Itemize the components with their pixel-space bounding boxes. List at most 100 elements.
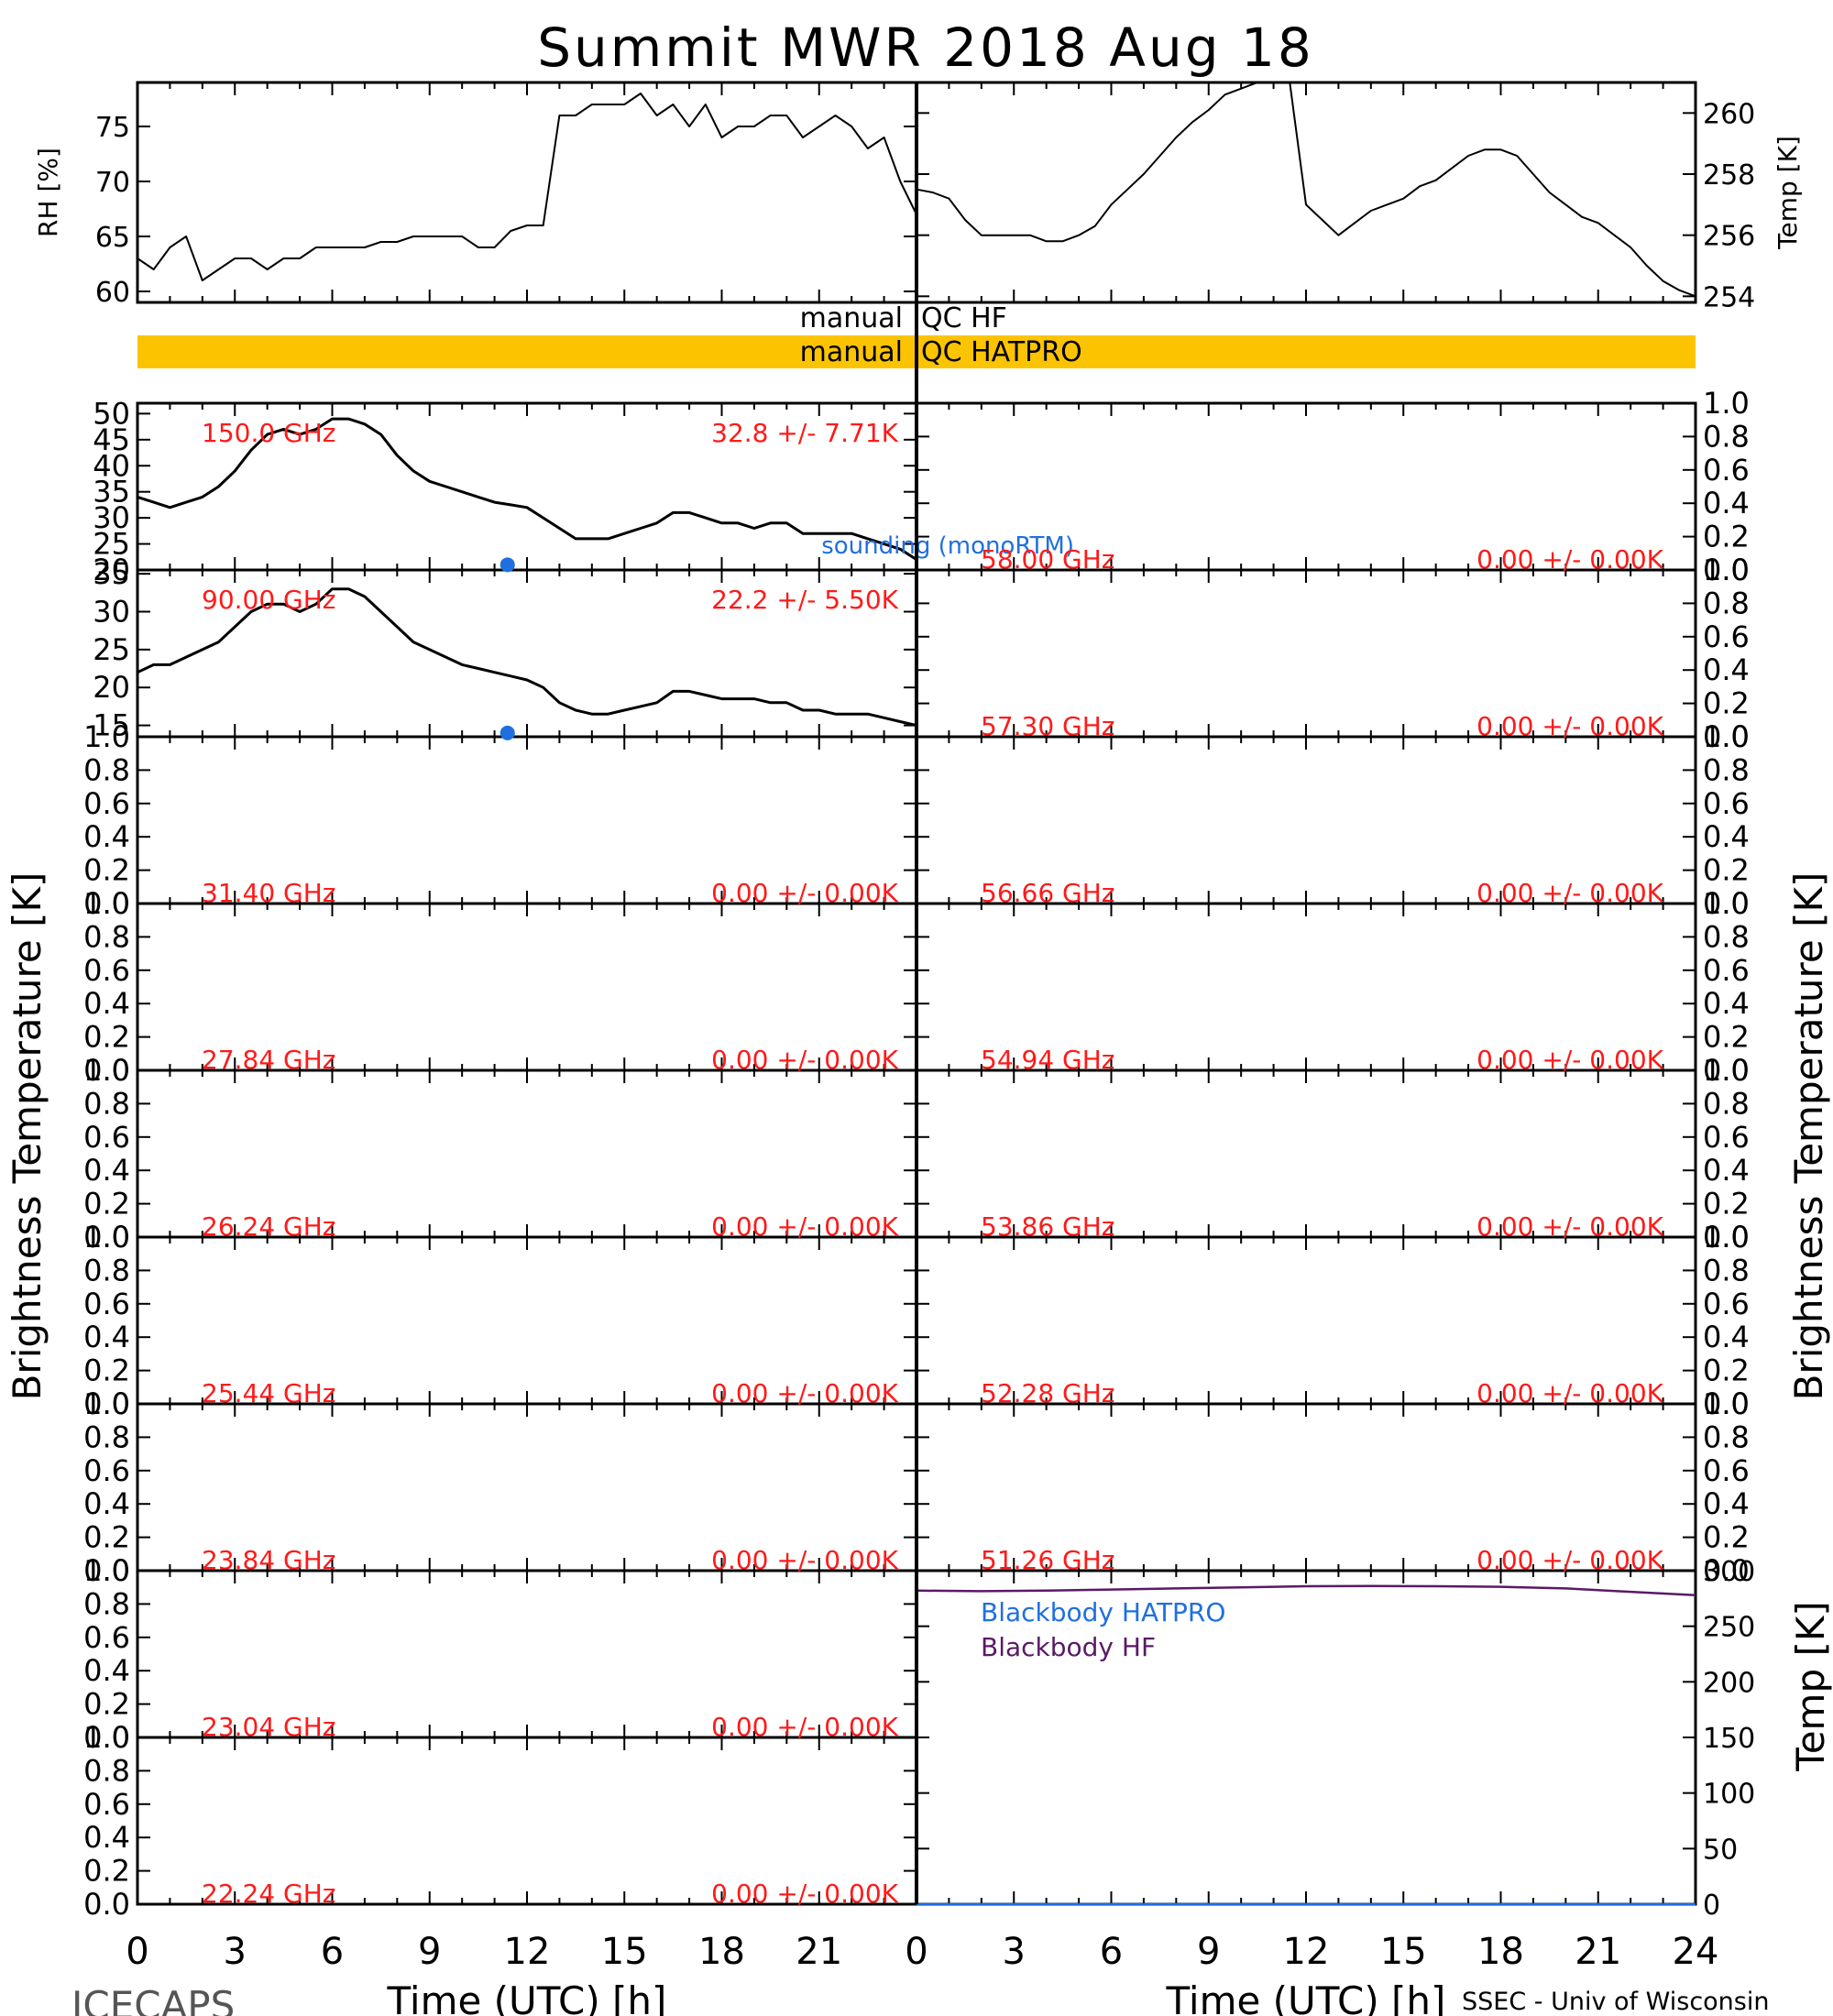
tb-23-84-ytick-label: 0.6: [83, 1453, 130, 1488]
tb-58-00-ytick-label: 0.6: [1703, 453, 1750, 488]
tb-58-00-stat-label: 0.00 +/- 0.00K: [1476, 544, 1663, 575]
tb-22-ytick-label: 1.0: [83, 1720, 130, 1755]
rh-frame: [136, 81, 918, 304]
tb-27-stat-label: 0.00 +/- 0.00K: [711, 1045, 898, 1075]
tb-23-84-ytick-label: 0.0: [83, 1553, 130, 1588]
tb-52-28-ytick-label: 1.0: [1703, 1220, 1750, 1255]
tb-51-26-ytick-label: 0.2: [1703, 1520, 1750, 1555]
tb-26-ytick-label: 0.8: [83, 1086, 130, 1121]
temp-ytick-label: 260: [1703, 98, 1755, 130]
tb-58-00-channel-label: 58.00 GHz: [981, 544, 1115, 575]
tb-57-30-channel-label: 57.30 GHz: [981, 711, 1115, 741]
blackbody-ytick-label: 200: [1703, 1667, 1755, 1699]
tb-31-ytick-label: 1.0: [83, 719, 130, 754]
temp-ytick-label: 258: [1703, 159, 1755, 192]
blackbody-ytick-label: 300: [1703, 1556, 1755, 1588]
tb-27-ytick-label: 0.0: [83, 1053, 130, 1088]
tb-58-00-ytick-label: 0.8: [1703, 419, 1750, 454]
temp-ylabel: Temp [K]: [1773, 136, 1803, 250]
tb-22-ytick-label: 0.2: [83, 1854, 130, 1889]
tb-23-84-ytick-label: 0.4: [83, 1486, 130, 1521]
tb-25-ytick-label: 0.2: [83, 1353, 130, 1388]
x-tick-label-right: 9: [1197, 1931, 1220, 1973]
rh-series-line: [137, 93, 917, 281]
rh-ytick-label: 60: [95, 277, 130, 309]
tb-26-ytick-label: 0.4: [83, 1153, 130, 1188]
x-axis-label-right: Time (UTC) [h]: [1166, 1978, 1446, 2016]
tb-90-ytick-label: 30: [93, 595, 130, 630]
qc-hf-manual-label: manual: [800, 302, 903, 334]
x-tick-label-left: 12: [504, 1931, 551, 1973]
tb-54-94-channel-label: 54.94 GHz: [981, 1045, 1115, 1075]
tb-25-ytick-label: 0.6: [83, 1287, 130, 1321]
x-tick-label-left: 15: [601, 1931, 648, 1973]
tb-51-26-channel-label: 51.26 GHz: [981, 1545, 1115, 1575]
sounding-label: sounding (monoRTM): [821, 532, 1074, 560]
overlay: sounding (monoRTM) 150.0 GHz 32.8 +/- 7.71…: [126, 82, 1718, 1973]
tb-53-86-ytick-label: 0.8: [1703, 1086, 1750, 1121]
tb-27-channel-label: 27.84 GHz: [202, 1045, 336, 1075]
tb-26-ytick-label: 0.2: [83, 1187, 130, 1222]
tb-53-86-ytick-label: 1.0: [1703, 1053, 1750, 1088]
tb-150-ytick-label: 30: [93, 500, 130, 535]
tb-23-04-channel-label: 23.04 GHz: [202, 1712, 336, 1742]
tb-25-ytick-label: 1.0: [83, 1220, 130, 1255]
tb-53-86-ytick-label: 0.6: [1703, 1120, 1750, 1155]
tb-58-00-ytick-label: 0.2: [1703, 520, 1750, 554]
tb-53-86-channel-label: 53.86 GHz: [981, 1211, 1115, 1242]
tb-23-04-ytick-label: 0.2: [83, 1687, 130, 1722]
legend-blackbody-hf: Blackbody HF: [981, 1632, 1156, 1662]
tb-54-94-ytick-label: 0.2: [1703, 1020, 1750, 1055]
tb-27-ytick-label: 0.4: [83, 986, 130, 1021]
tb-26-ytick-label: 0.6: [83, 1120, 130, 1155]
tb-23-04-ytick-label: 0.6: [83, 1620, 130, 1655]
tb-23-04-ytick-label: 0.4: [83, 1653, 130, 1688]
tb-150-ytick-label: 20: [93, 553, 130, 587]
tb-150-series-line: [137, 417, 917, 561]
temp-ytick-label: 256: [1703, 221, 1755, 253]
tb-26-stat-label: 0.00 +/- 0.00K: [711, 1211, 898, 1242]
tb-53-86-ytick-label: 0.2: [1703, 1187, 1750, 1222]
tb-53-86-ytick-label: 0.0: [1703, 1220, 1750, 1255]
tb-52-28-ytick-label: 0.0: [1703, 1386, 1750, 1421]
tb-52-28-channel-label: 52.28 GHz: [981, 1378, 1115, 1408]
tb-53-86-ytick-label: 0.4: [1703, 1153, 1750, 1188]
tb-51-26-stat-label: 0.00 +/- 0.00K: [1476, 1545, 1663, 1575]
tb-57-30-ytick-label: 1.0: [1703, 553, 1750, 587]
tb-23-84-ytick-label: 0.2: [83, 1520, 130, 1555]
tb-27-ytick-label: 0.2: [83, 1020, 130, 1055]
tb-54-94-ytick-label: 0.8: [1703, 919, 1750, 954]
tb-90-ytick-label: 15: [93, 708, 130, 743]
tb-90-ytick-label: 20: [93, 670, 130, 705]
rh-ytick-label: 70: [95, 167, 130, 199]
tb-57-30-ytick-label: 0.8: [1703, 586, 1750, 620]
blackbody-ytick-label: 100: [1703, 1779, 1755, 1811]
tb-56-66-ytick-label: 0.6: [1703, 786, 1750, 821]
x-axis-label-left: Time (UTC) [h]: [387, 1978, 667, 2016]
tb-27-ytick-label: 1.0: [83, 886, 130, 921]
tb-57-30-ytick-label: 0.4: [1703, 652, 1750, 687]
tb-58-00-ytick-label: 1.0: [1703, 386, 1750, 421]
blackbody-ytick-label: 50: [1703, 1834, 1738, 1866]
tb-31-ytick-label: 0.6: [83, 786, 130, 821]
tb-58-00-ytick-label: 0.0: [1703, 553, 1750, 587]
blackbody-ytick-label: 250: [1703, 1612, 1755, 1644]
tb-22-stat-label: 0.00 +/- 0.00K: [711, 1879, 898, 1909]
tb-23-84-ytick-label: 1.0: [83, 1386, 130, 1421]
tb-56-66-ytick-label: 0.8: [1703, 752, 1750, 787]
tb-23-04-ytick-label: 1.0: [83, 1553, 130, 1588]
tb-150-ytick-label: 45: [93, 422, 130, 457]
rh-ytick-label: 65: [95, 222, 130, 254]
tb-90-series-line: [137, 587, 917, 728]
tb-27-ytick-label: 0.8: [83, 919, 130, 954]
tb-57-30-ytick-label: 0.2: [1703, 686, 1750, 721]
tb-150-ytick-label: 35: [93, 475, 130, 509]
footer-left: ICECAPS: [71, 1983, 235, 2016]
tb-57-30-stat-label: 0.00 +/- 0.00K: [1476, 711, 1663, 741]
rh-ylabel: RH [%]: [33, 148, 63, 237]
temp-ytick-label: 254: [1703, 281, 1755, 313]
tb-22-ytick-label: 0.0: [83, 1887, 130, 1922]
tb-23-04-ytick-label: 0.8: [83, 1586, 130, 1621]
tb-27-ytick-label: 0.6: [83, 953, 130, 988]
tb-52-28-ytick-label: 0.8: [1703, 1253, 1750, 1287]
